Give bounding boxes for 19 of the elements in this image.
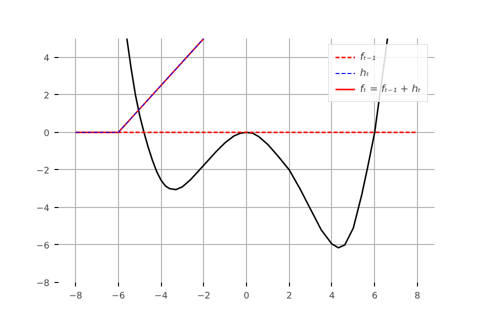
x-tick-label: 2 [286, 292, 292, 302]
legend-label: hₜ [360, 67, 370, 79]
x-tick-label: −6 [112, 292, 126, 302]
x-tick-label: 4 [329, 292, 336, 302]
y-tick-label: 0 [44, 128, 50, 139]
x-tick-label: −2 [197, 292, 210, 302]
x-tick-label: −4 [154, 292, 168, 302]
x-tick-label: 6 [372, 292, 378, 302]
legend-label: fₜ = fₜ₋₁ + hₜ [360, 83, 421, 95]
y-tick-label: 4 [44, 54, 50, 64]
legend-label: fₜ₋₁ [360, 51, 377, 63]
y-tick-label: 2 [44, 91, 50, 102]
x-tick-label: 0 [244, 292, 250, 302]
x-tick-label: −8 [68, 292, 82, 302]
y-tick-label: −4 [36, 204, 50, 214]
y-tick-label: −2 [36, 166, 50, 176]
x-tick-label: 8 [414, 292, 421, 302]
y-tick-label: −8 [36, 279, 50, 289]
y-tick-label: −6 [36, 241, 50, 252]
